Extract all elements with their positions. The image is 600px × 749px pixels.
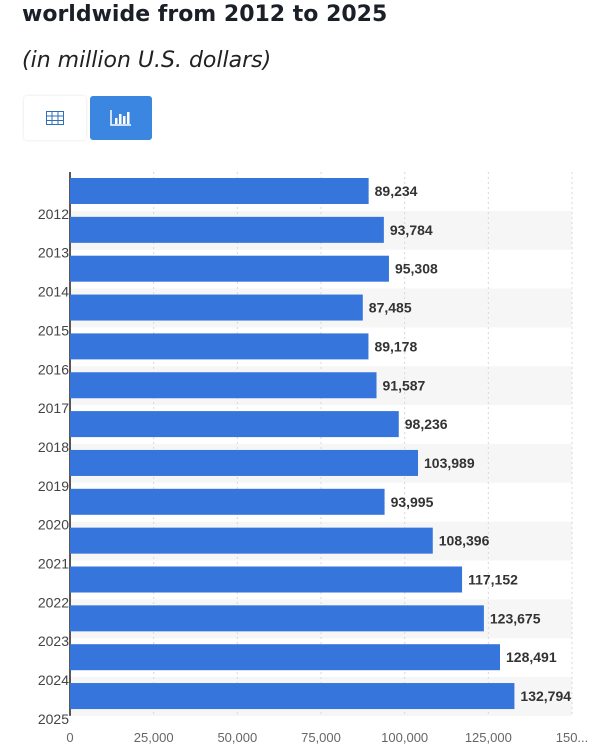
data-label: 93,995 bbox=[391, 494, 434, 510]
x-tick-label: 100,000 bbox=[381, 730, 428, 745]
data-label: 128,491 bbox=[506, 649, 557, 665]
chart-title: worldwide from 2012 to 2025 bbox=[22, 2, 388, 27]
bar bbox=[70, 527, 433, 554]
table-icon bbox=[46, 111, 64, 125]
y-tick-label: 2017 bbox=[38, 400, 69, 416]
chart-subtitle: (in million U.S. dollars) bbox=[22, 48, 272, 73]
y-tick-label: 2024 bbox=[38, 672, 69, 688]
y-tick-label: 2014 bbox=[38, 284, 69, 300]
bar bbox=[70, 488, 385, 515]
data-label: 123,675 bbox=[490, 610, 541, 626]
bar bbox=[70, 333, 369, 360]
y-tick-label: 2015 bbox=[38, 322, 69, 338]
y-tick-label: 2012 bbox=[38, 206, 69, 222]
data-label: 93,784 bbox=[390, 222, 433, 238]
bar bbox=[70, 411, 399, 438]
data-label: 87,485 bbox=[369, 300, 412, 316]
bar bbox=[70, 566, 463, 593]
y-tick-label: 2022 bbox=[38, 594, 69, 610]
table-view-button[interactable] bbox=[24, 96, 86, 140]
chart-view-button[interactable] bbox=[90, 96, 152, 140]
bar-chart-icon bbox=[110, 110, 131, 126]
data-label: 103,989 bbox=[424, 455, 475, 471]
x-tick-label: 150... bbox=[556, 730, 589, 745]
x-tick-label: 0 bbox=[66, 730, 73, 745]
bar bbox=[70, 605, 484, 632]
y-tick-label: 2019 bbox=[38, 478, 69, 494]
data-label: 91,587 bbox=[383, 377, 426, 393]
y-tick-label: 2020 bbox=[38, 517, 69, 533]
bar bbox=[70, 178, 369, 204]
x-tick-label: 75,000 bbox=[301, 730, 341, 745]
bar bbox=[70, 683, 515, 710]
y-tick-label: 2013 bbox=[38, 245, 69, 261]
y-tick-label: 2021 bbox=[38, 556, 69, 572]
data-label: 89,178 bbox=[374, 338, 417, 354]
bar bbox=[70, 372, 377, 399]
bar bbox=[70, 216, 384, 243]
bar bbox=[70, 449, 419, 476]
data-label: 132,794 bbox=[520, 688, 571, 704]
data-label: 117,152 bbox=[468, 572, 518, 588]
data-label: 89,234 bbox=[375, 183, 418, 199]
x-tick-label: 25,000 bbox=[134, 730, 174, 745]
y-tick-label: 2016 bbox=[38, 361, 69, 377]
data-label: 95,308 bbox=[395, 261, 438, 277]
bar bbox=[70, 294, 363, 321]
y-tick-label: 2025 bbox=[38, 711, 69, 727]
bar bbox=[70, 644, 501, 671]
bar bbox=[70, 255, 389, 282]
data-label: 108,396 bbox=[439, 533, 490, 549]
y-tick-label: 2023 bbox=[38, 633, 69, 649]
y-tick-label: 2018 bbox=[38, 439, 69, 455]
data-label: 98,236 bbox=[405, 416, 448, 432]
x-tick-label: 50,000 bbox=[217, 730, 257, 745]
x-tick-label: 125,000 bbox=[465, 730, 512, 745]
